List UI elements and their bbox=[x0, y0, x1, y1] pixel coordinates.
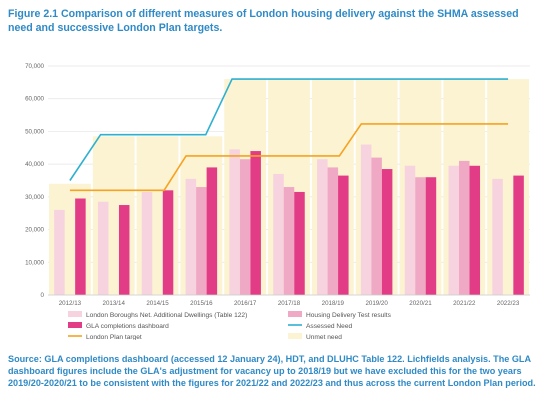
legend-swatch-housing-delivery-test-results bbox=[288, 311, 302, 317]
figure-caption: Figure 2.1 Comparison of different measu… bbox=[8, 8, 519, 34]
chart-svg: 0 10,000 20,000 30,000 40,000 50,000 60,000 70,… bbox=[25, 63, 530, 340]
bar-net-dwellings-2014-15 bbox=[141, 191, 153, 295]
bar-gla-completions-2017-18 bbox=[294, 191, 305, 295]
y-tick-label-0: 0 bbox=[41, 292, 45, 299]
x-tick-label-2022-23: 2022/23 bbox=[497, 300, 520, 307]
x-tick-label-2016-17: 2016/17 bbox=[234, 300, 257, 307]
bar-net-dwellings-2013-14 bbox=[97, 201, 109, 295]
y-tick-label-30000: 30,000 bbox=[25, 194, 44, 201]
y-axis-ticks: 0 10,000 20,000 30,000 40,000 50,000 60,000 70,… bbox=[25, 63, 44, 299]
x-tick-label-2012-13: 2012/13 bbox=[59, 300, 82, 307]
bar-gla-completions-2020-21 bbox=[425, 177, 437, 295]
bar-hdt-2017-18 bbox=[283, 187, 295, 295]
y-tick-label-20000: 20,000 bbox=[25, 227, 44, 234]
legend-label-unmet-need: Unmet need bbox=[306, 334, 342, 340]
bar-hdt-2020-21 bbox=[415, 177, 426, 295]
bar-net-dwellings-2018-19 bbox=[317, 159, 328, 295]
bar-hdt-2019-20 bbox=[371, 157, 382, 295]
x-tick-label-2017-18: 2017/18 bbox=[278, 300, 301, 307]
bar-gla-completions-2014-15 bbox=[162, 190, 174, 295]
bar-gla-completions-2021-22 bbox=[469, 165, 481, 295]
bar-gla-completions-2012-13 bbox=[75, 198, 86, 295]
bar-net-dwellings-2017-18 bbox=[273, 173, 284, 295]
line-london-plan-target bbox=[69, 123, 509, 192]
bar-hdt-2015-16 bbox=[196, 187, 207, 295]
x-tick-label-2020-21: 2020/21 bbox=[409, 300, 432, 307]
bar-gla-completions-2018-19 bbox=[338, 175, 349, 295]
x-axis-ticks: 2012/13 2013/14 2014/15 2015/16 2016/17 2017/… bbox=[48, 294, 530, 307]
x-tick-label-2018-19: 2018/19 bbox=[322, 300, 345, 307]
legend-label-gla-completions-dashboard: GLA completions dashboard bbox=[86, 323, 169, 330]
line-assessed-need bbox=[69, 78, 509, 181]
y-tick-label-40000: 40,000 bbox=[25, 161, 44, 168]
bar-net-dwellings-2012-13 bbox=[54, 209, 65, 295]
legend-label-assessed-need: Assessed Need bbox=[306, 323, 353, 330]
bar-gla-completions-2019-20 bbox=[381, 169, 393, 295]
bar-net-dwellings-2022-23 bbox=[492, 178, 503, 295]
bar-gla-completions-2013-14 bbox=[118, 205, 130, 295]
x-tick-label-2014-15: 2014/15 bbox=[146, 300, 169, 307]
bar-hdt-2016-17 bbox=[239, 159, 251, 295]
y-tick-label-60000: 60,000 bbox=[25, 96, 44, 103]
y-tick-label-10000: 10,000 bbox=[25, 259, 44, 266]
bar-gla-completions-2022-23 bbox=[513, 175, 524, 295]
legend-label-london-plan-target: London Plan target bbox=[86, 334, 142, 340]
y-tick-label-70000: 70,000 bbox=[25, 63, 44, 70]
x-tick-label-2013-14: 2013/14 bbox=[103, 300, 126, 307]
bar-gla-completions-2016-17 bbox=[250, 151, 261, 295]
bar-net-dwellings-2019-20 bbox=[360, 144, 372, 295]
target-lines bbox=[69, 78, 509, 192]
legend-swatch-gla-completions-dashboard bbox=[68, 322, 82, 328]
bar-hdt-2018-19 bbox=[327, 167, 339, 295]
bar-net-dwellings-2021-22 bbox=[448, 165, 460, 295]
legend: London Boroughs Net. Additional Dwelling… bbox=[68, 311, 392, 340]
x-tick-label-2015-16: 2015/16 bbox=[190, 300, 213, 307]
legend-label-housing-delivery-test-results: Housing Delivery Test results bbox=[306, 312, 392, 319]
bar-groups bbox=[54, 144, 524, 295]
x-tick-label-2021-22: 2021/22 bbox=[453, 300, 476, 307]
housing-delivery-chart: 0 10,000 20,000 30,000 40,000 50,000 60,000 70,… bbox=[8, 48, 538, 340]
bar-hdt-2021-22 bbox=[459, 160, 470, 295]
legend-swatch-london-boroughs-net-additional-dwellings-table-122 bbox=[68, 311, 82, 317]
bar-gla-completions-2015-16 bbox=[206, 167, 218, 295]
source-note: Source: GLA completions dashboard (acces… bbox=[8, 354, 536, 389]
legend-label-london-boroughs-net-additional-dwellings-table-122: London Boroughs Net. Additional Dwelling… bbox=[86, 312, 247, 319]
x-tick-label-2019-20: 2019/20 bbox=[365, 300, 388, 307]
bar-net-dwellings-2016-17 bbox=[229, 149, 240, 295]
y-tick-label-50000: 50,000 bbox=[25, 128, 44, 135]
legend-swatch-unmet-need bbox=[288, 333, 302, 339]
bar-net-dwellings-2020-21 bbox=[404, 165, 416, 295]
bar-net-dwellings-2015-16 bbox=[185, 178, 197, 295]
